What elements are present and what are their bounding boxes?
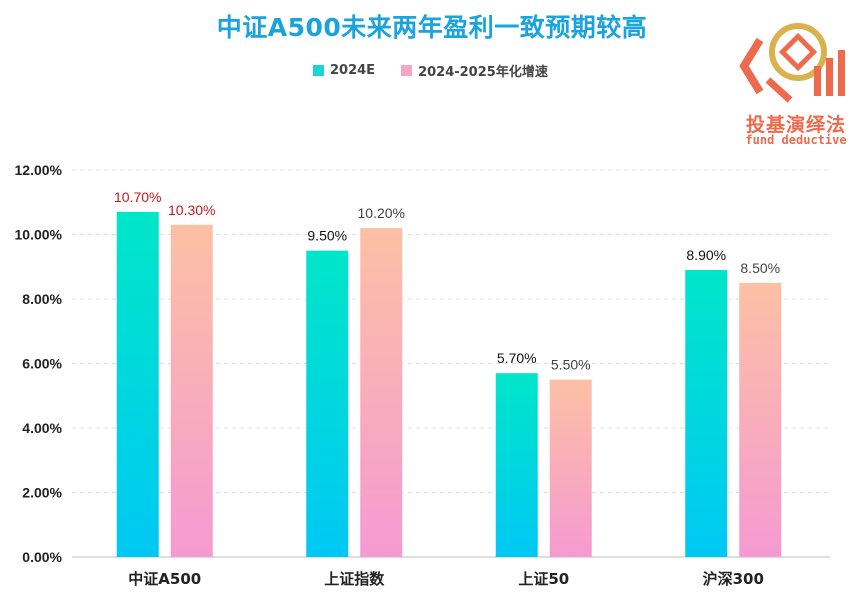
legend-item-2024e: 2024E: [313, 63, 375, 78]
logo-text-en: fund deductive: [745, 133, 847, 147]
data-labels: 10.70% 10.30% 9.50% 10.20% 5.70% 5.50% 8.90% 8.…: [114, 189, 780, 373]
x-axis-categories: 中证A500 上证指数 上证50 沪深300: [128, 570, 764, 588]
x-category-label: 上证指数: [324, 570, 385, 588]
x-category-label: 上证50: [518, 570, 569, 588]
data-label: 8.90%: [686, 247, 726, 263]
data-label: 8.50%: [740, 260, 780, 276]
y-tick-label: 0.00%: [22, 549, 62, 565]
bar-2024e: [685, 269, 728, 557]
data-label: 10.20%: [358, 205, 405, 221]
bars: [116, 211, 782, 558]
y-tick-label: 2.00%: [22, 485, 62, 501]
logo-text-cn: 投基演绎法: [745, 114, 846, 136]
bar-2024e: [116, 211, 159, 558]
data-label: 9.50%: [307, 228, 347, 244]
x-category-label: 沪深300: [703, 570, 764, 588]
bar-growth: [549, 379, 592, 557]
chart-title: 中证A500未来两年盈利一致预期较高: [216, 13, 648, 42]
y-tick-label: 8.00%: [22, 291, 62, 307]
legend-label-growth: 2024-2025年化增速: [418, 65, 548, 80]
bar-2024e: [495, 373, 538, 557]
legend-swatch-growth: [401, 65, 413, 76]
data-label: 5.50%: [551, 357, 591, 373]
data-label: 5.70%: [497, 350, 537, 366]
bar-growth: [360, 228, 403, 558]
bar-2024e: [306, 250, 349, 557]
legend-label-2024e: 2024E: [330, 63, 376, 78]
x-category-label: 中证A500: [128, 570, 201, 588]
logo-icon: [739, 23, 845, 103]
legend: 2024E 2024-2025年化增速: [313, 61, 574, 80]
y-tick-label: 12.00%: [15, 162, 63, 178]
legend-swatch-2024e: [313, 65, 324, 76]
bar-growth: [739, 282, 782, 557]
legend-item-growth: 2024-2025年化增速: [401, 61, 548, 80]
bar-growth: [170, 224, 213, 557]
data-label: 10.70%: [114, 189, 161, 205]
data-label: 10.30%: [168, 202, 215, 218]
y-axis-ticks: 0.00% 2.00% 4.00% 6.00% 8.00% 10.00% 12.00%: [15, 162, 63, 565]
y-tick-label: 10.00%: [15, 227, 63, 243]
y-tick-label: 6.00%: [22, 356, 62, 372]
y-tick-label: 4.00%: [22, 420, 62, 436]
